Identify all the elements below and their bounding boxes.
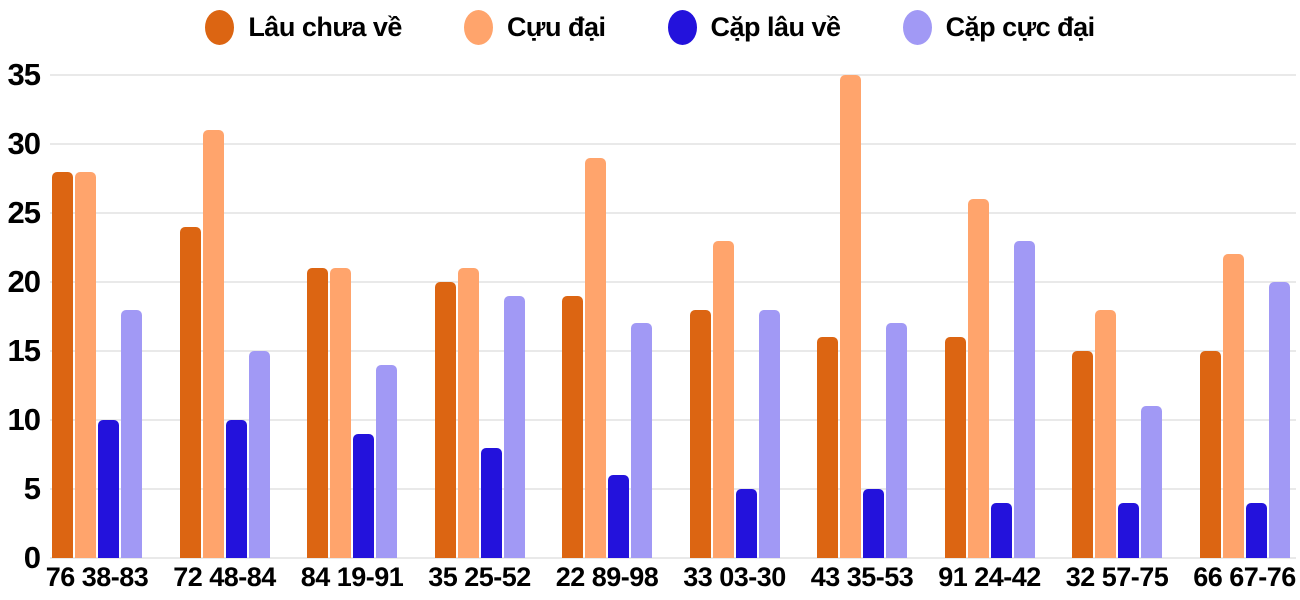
gridline-y-15 <box>50 350 1296 352</box>
bar-series-1-group-9[interactable] <box>1072 351 1093 558</box>
bar-series-1-group-3[interactable] <box>307 268 328 558</box>
y-axis-tick-label-0: 0 <box>23 540 41 575</box>
bar-series-3-group-10[interactable] <box>1245 502 1267 558</box>
legend-series-2-marker-icon <box>463 9 493 45</box>
bar-series-4-group-6[interactable] <box>758 309 780 558</box>
gridline-y-20 <box>50 281 1296 283</box>
legend-series-3-marker-icon <box>667 9 697 45</box>
gridline-y-25 <box>50 212 1296 214</box>
chart-legend: Lâu chưa về Cựu đại Cặp lâu về Cặp cực đại <box>0 2 1300 52</box>
y-axis-tick-label-5: 5 <box>23 471 41 506</box>
gridline-y-5 <box>50 488 1296 490</box>
bar-series-2-group-3[interactable] <box>330 268 351 558</box>
legend-series-4-label: Cặp cực đại <box>945 11 1096 42</box>
x-axis-category-label-9: 32 57-75 <box>1065 562 1169 592</box>
bar-series-4-group-5[interactable] <box>631 323 652 558</box>
bar-series-1-group-10[interactable] <box>1199 351 1221 558</box>
legend-series-3-label: Cặp lâu về <box>710 11 842 42</box>
bar-series-3-group-1[interactable] <box>98 420 119 558</box>
gridline-y-30 <box>50 143 1296 145</box>
bar-series-3-group-8[interactable] <box>990 502 1012 558</box>
x-axis-category-label-10: 66 67-76 <box>1193 562 1296 592</box>
x-axis-category-label-3: 84 19-91 <box>300 562 404 592</box>
bar-series-1-group-1[interactable] <box>52 171 73 558</box>
legend-item-1[interactable]: Lâu chưa về <box>205 9 402 45</box>
x-axis-category-label-1: 76 38-83 <box>45 562 149 592</box>
legend-series-2-label: Cựu đại <box>506 11 606 42</box>
bar-series-2-group-7[interactable] <box>840 75 861 558</box>
x-axis-category-label-4: 35 25-52 <box>428 562 531 592</box>
bar-series-4-group-7[interactable] <box>886 323 907 558</box>
bar-series-4-group-3[interactable] <box>376 364 397 558</box>
bar-series-4-group-2[interactable] <box>248 351 270 558</box>
y-axis-tick-label-25: 25 <box>7 195 41 230</box>
y-axis-tick-label-30: 30 <box>7 126 41 161</box>
bar-series-2-group-2[interactable] <box>202 130 224 558</box>
x-axis-category-label-5: 22 89-98 <box>555 562 659 592</box>
bar-series-2-group-4[interactable] <box>457 268 479 558</box>
gridline-y-10 <box>50 419 1296 421</box>
gridline-y-0 <box>50 557 1296 559</box>
bar-series-2-group-1[interactable] <box>75 171 96 558</box>
y-axis-tick-label-15: 15 <box>7 333 41 368</box>
bar-series-3-group-3[interactable] <box>353 433 374 558</box>
bar-series-4-group-4[interactable] <box>503 295 525 558</box>
bar-series-3-group-9[interactable] <box>1118 502 1139 558</box>
legend-item-2[interactable]: Cựu đại <box>463 9 606 45</box>
bar-series-4-group-8[interactable] <box>1013 240 1035 558</box>
x-axis-category-label-7: 43 35-53 <box>810 562 914 592</box>
bar-series-1-group-5[interactable] <box>562 295 583 558</box>
y-axis-tick-label-35: 35 <box>7 57 41 92</box>
y-axis-tick-label-20: 20 <box>7 264 41 299</box>
bar-series-2-group-5[interactable] <box>585 157 606 558</box>
bar-series-3-group-6[interactable] <box>735 489 757 558</box>
legend-item-3[interactable]: Cặp lâu về <box>667 9 842 45</box>
bar-series-2-group-6[interactable] <box>712 240 734 558</box>
bar-series-1-group-4[interactable] <box>434 282 456 558</box>
gridline-y-35 <box>50 74 1296 76</box>
bar-series-2-group-9[interactable] <box>1095 309 1116 558</box>
bar-series-4-group-1[interactable] <box>121 309 142 558</box>
x-axis-category-label-6: 33 03-30 <box>683 562 786 592</box>
bar-series-2-group-10[interactable] <box>1222 254 1244 558</box>
bar-series-2-group-8[interactable] <box>967 199 989 558</box>
bar-series-3-group-5[interactable] <box>608 475 629 558</box>
bar-series-1-group-8[interactable] <box>944 337 966 558</box>
bar-series-1-group-6[interactable] <box>689 309 711 558</box>
bar-series-4-group-9[interactable] <box>1141 406 1162 558</box>
bar-series-3-group-7[interactable] <box>863 489 884 558</box>
x-axis-category-label-8: 91 24-42 <box>938 562 1041 592</box>
y-axis-tick-label-10: 10 <box>7 402 41 437</box>
bar-series-3-group-2[interactable] <box>225 420 247 558</box>
legend-item-4[interactable]: Cặp cực đại <box>902 9 1096 45</box>
legend-series-1-label: Lâu chưa về <box>248 11 402 42</box>
legend-series-1-marker-icon <box>205 9 235 45</box>
bar-series-4-group-10[interactable] <box>1268 282 1290 558</box>
bar-series-3-group-4[interactable] <box>480 447 502 558</box>
bar-series-1-group-2[interactable] <box>179 226 201 558</box>
x-axis-category-label-2: 72 48-84 <box>173 562 276 592</box>
bar-series-1-group-7[interactable] <box>817 337 838 558</box>
legend-series-4-marker-icon <box>902 9 932 45</box>
